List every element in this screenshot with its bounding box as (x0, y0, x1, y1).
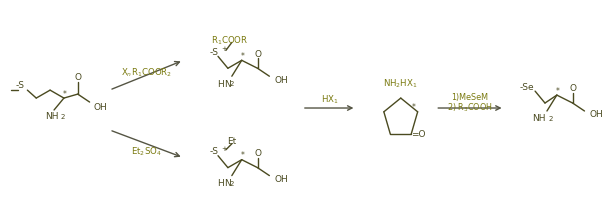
Text: O: O (254, 50, 261, 59)
Text: =O: =O (411, 130, 426, 139)
Text: +: + (221, 146, 227, 152)
Text: NH: NH (45, 112, 59, 121)
Text: O: O (254, 149, 261, 158)
Text: NH: NH (532, 114, 546, 123)
Text: R$_1$COOR: R$_1$COOR (211, 34, 248, 47)
Text: N: N (224, 179, 231, 188)
Text: NH$_2$HX$_1$: NH$_2$HX$_1$ (384, 78, 418, 90)
Text: N: N (224, 80, 231, 89)
Text: OH: OH (275, 175, 288, 184)
Text: -S: -S (210, 48, 219, 57)
Text: H: H (217, 179, 224, 188)
Text: *: * (241, 151, 245, 160)
Text: OH: OH (590, 110, 603, 119)
Text: O: O (569, 84, 576, 93)
Text: O: O (75, 73, 81, 82)
Text: H: H (217, 80, 224, 89)
Text: 2: 2 (549, 116, 553, 122)
Text: 2: 2 (230, 81, 235, 87)
Text: -S: -S (210, 147, 219, 156)
Text: OH: OH (275, 76, 288, 85)
Text: 1)MeSeM: 1)MeSeM (451, 93, 488, 102)
Text: OH: OH (93, 103, 107, 112)
Text: Et$_2$SO$_4$: Et$_2$SO$_4$ (132, 145, 162, 158)
Text: *: * (556, 87, 560, 96)
Text: 2: 2 (230, 181, 235, 187)
Text: +: + (221, 46, 227, 52)
Text: -S: -S (16, 81, 25, 90)
Text: 2: 2 (61, 114, 65, 120)
Text: HX$_1$: HX$_1$ (321, 94, 339, 106)
Text: *: * (241, 52, 245, 61)
Text: 2) R$_3$COOH: 2) R$_3$COOH (447, 102, 493, 114)
Text: Et: Et (227, 137, 236, 146)
Text: X$_n$R$_1$COOR$_2$: X$_n$R$_1$COOR$_2$ (121, 67, 173, 79)
Text: -Se: -Se (520, 83, 534, 92)
Text: *: * (412, 103, 416, 112)
Text: *: * (63, 90, 67, 99)
